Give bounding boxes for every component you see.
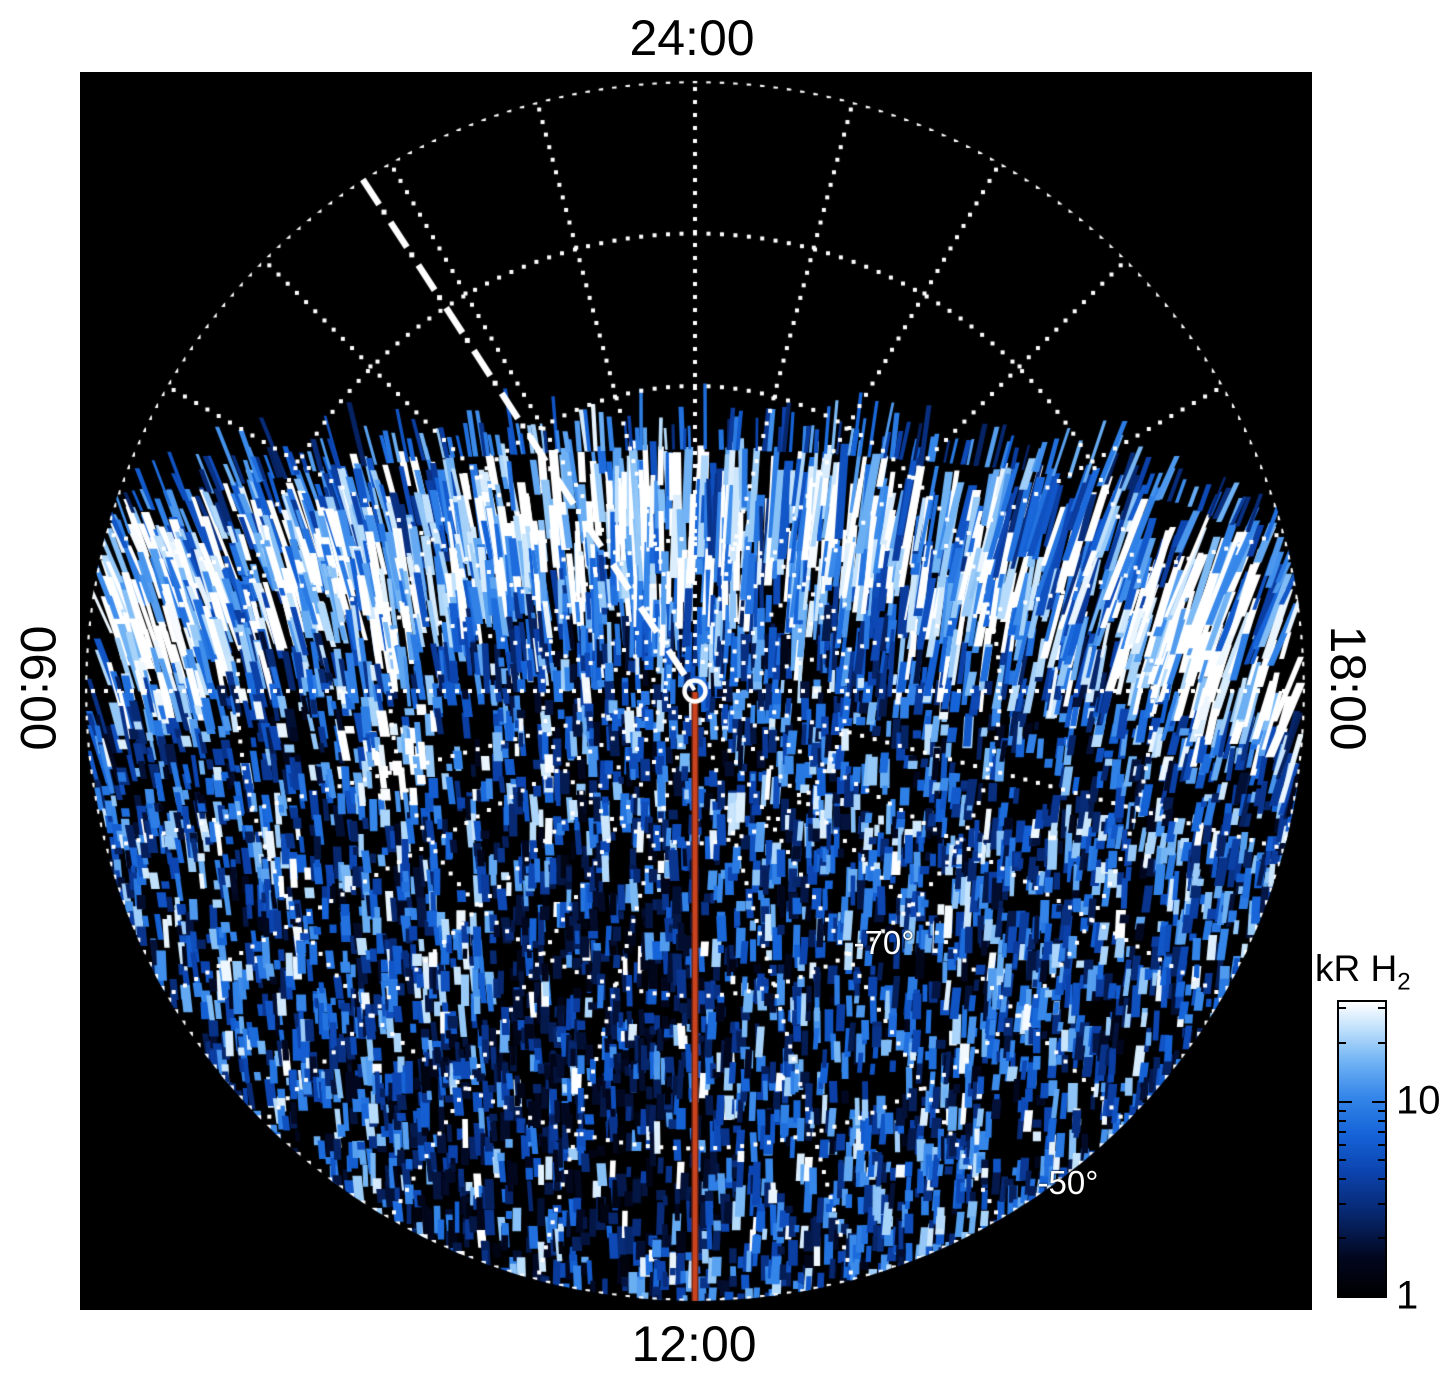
colorbar-tick (1339, 1007, 1346, 1010)
colorbar-tick (1339, 1159, 1346, 1162)
colorbar-tick (1339, 1109, 1346, 1112)
colorbar-tick (1378, 1007, 1385, 1010)
colorbar-tick-label: 10 (1396, 1078, 1441, 1123)
plot-area (80, 72, 1312, 1310)
colorbar-tick (1378, 1041, 1385, 1044)
latitude-label-50: -50° (1037, 1164, 1099, 1201)
colorbar-tick (1339, 1294, 1352, 1296)
colorbar-title: kR H2 (1315, 948, 1411, 996)
colorbar-tick (1372, 1294, 1385, 1296)
latitude-label-70: -70° (853, 924, 915, 961)
colorbar-tick (1378, 1159, 1385, 1162)
colorbar-tick (1378, 1119, 1385, 1122)
colorbar-title-sub: 2 (1397, 968, 1411, 996)
local-time-label-24: 24:00 (629, 10, 755, 66)
local-time-label-12: 12:00 (631, 1316, 757, 1372)
colorbar-tick (1378, 1130, 1385, 1133)
colorbar (1337, 1000, 1387, 1298)
colorbar-tick (1378, 1144, 1385, 1146)
colorbar-tick (1339, 1041, 1346, 1044)
colorbar-tick (1339, 1237, 1346, 1240)
colorbar-tick (1339, 1100, 1352, 1103)
polar-plot-canvas (80, 72, 1312, 1310)
colorbar-tick (1339, 1130, 1346, 1133)
colorbar-tick (1378, 1202, 1385, 1205)
colorbar-tick (1372, 1100, 1385, 1103)
colorbar-tick (1339, 1119, 1346, 1122)
colorbar-tick (1339, 1178, 1346, 1181)
colorbar-tick (1339, 1144, 1346, 1146)
colorbar-tick (1339, 1202, 1346, 1205)
colorbar-tick-label: 1 (1396, 1273, 1419, 1318)
colorbar-tick (1378, 1237, 1385, 1240)
colorbar-tick (1378, 1109, 1385, 1112)
local-time-label-18: 18:00 (1320, 625, 1376, 751)
colorbar-tick (1378, 1178, 1385, 1181)
local-time-label-06: 06:00 (10, 625, 66, 751)
colorbar-title-main: kR H (1315, 948, 1398, 989)
